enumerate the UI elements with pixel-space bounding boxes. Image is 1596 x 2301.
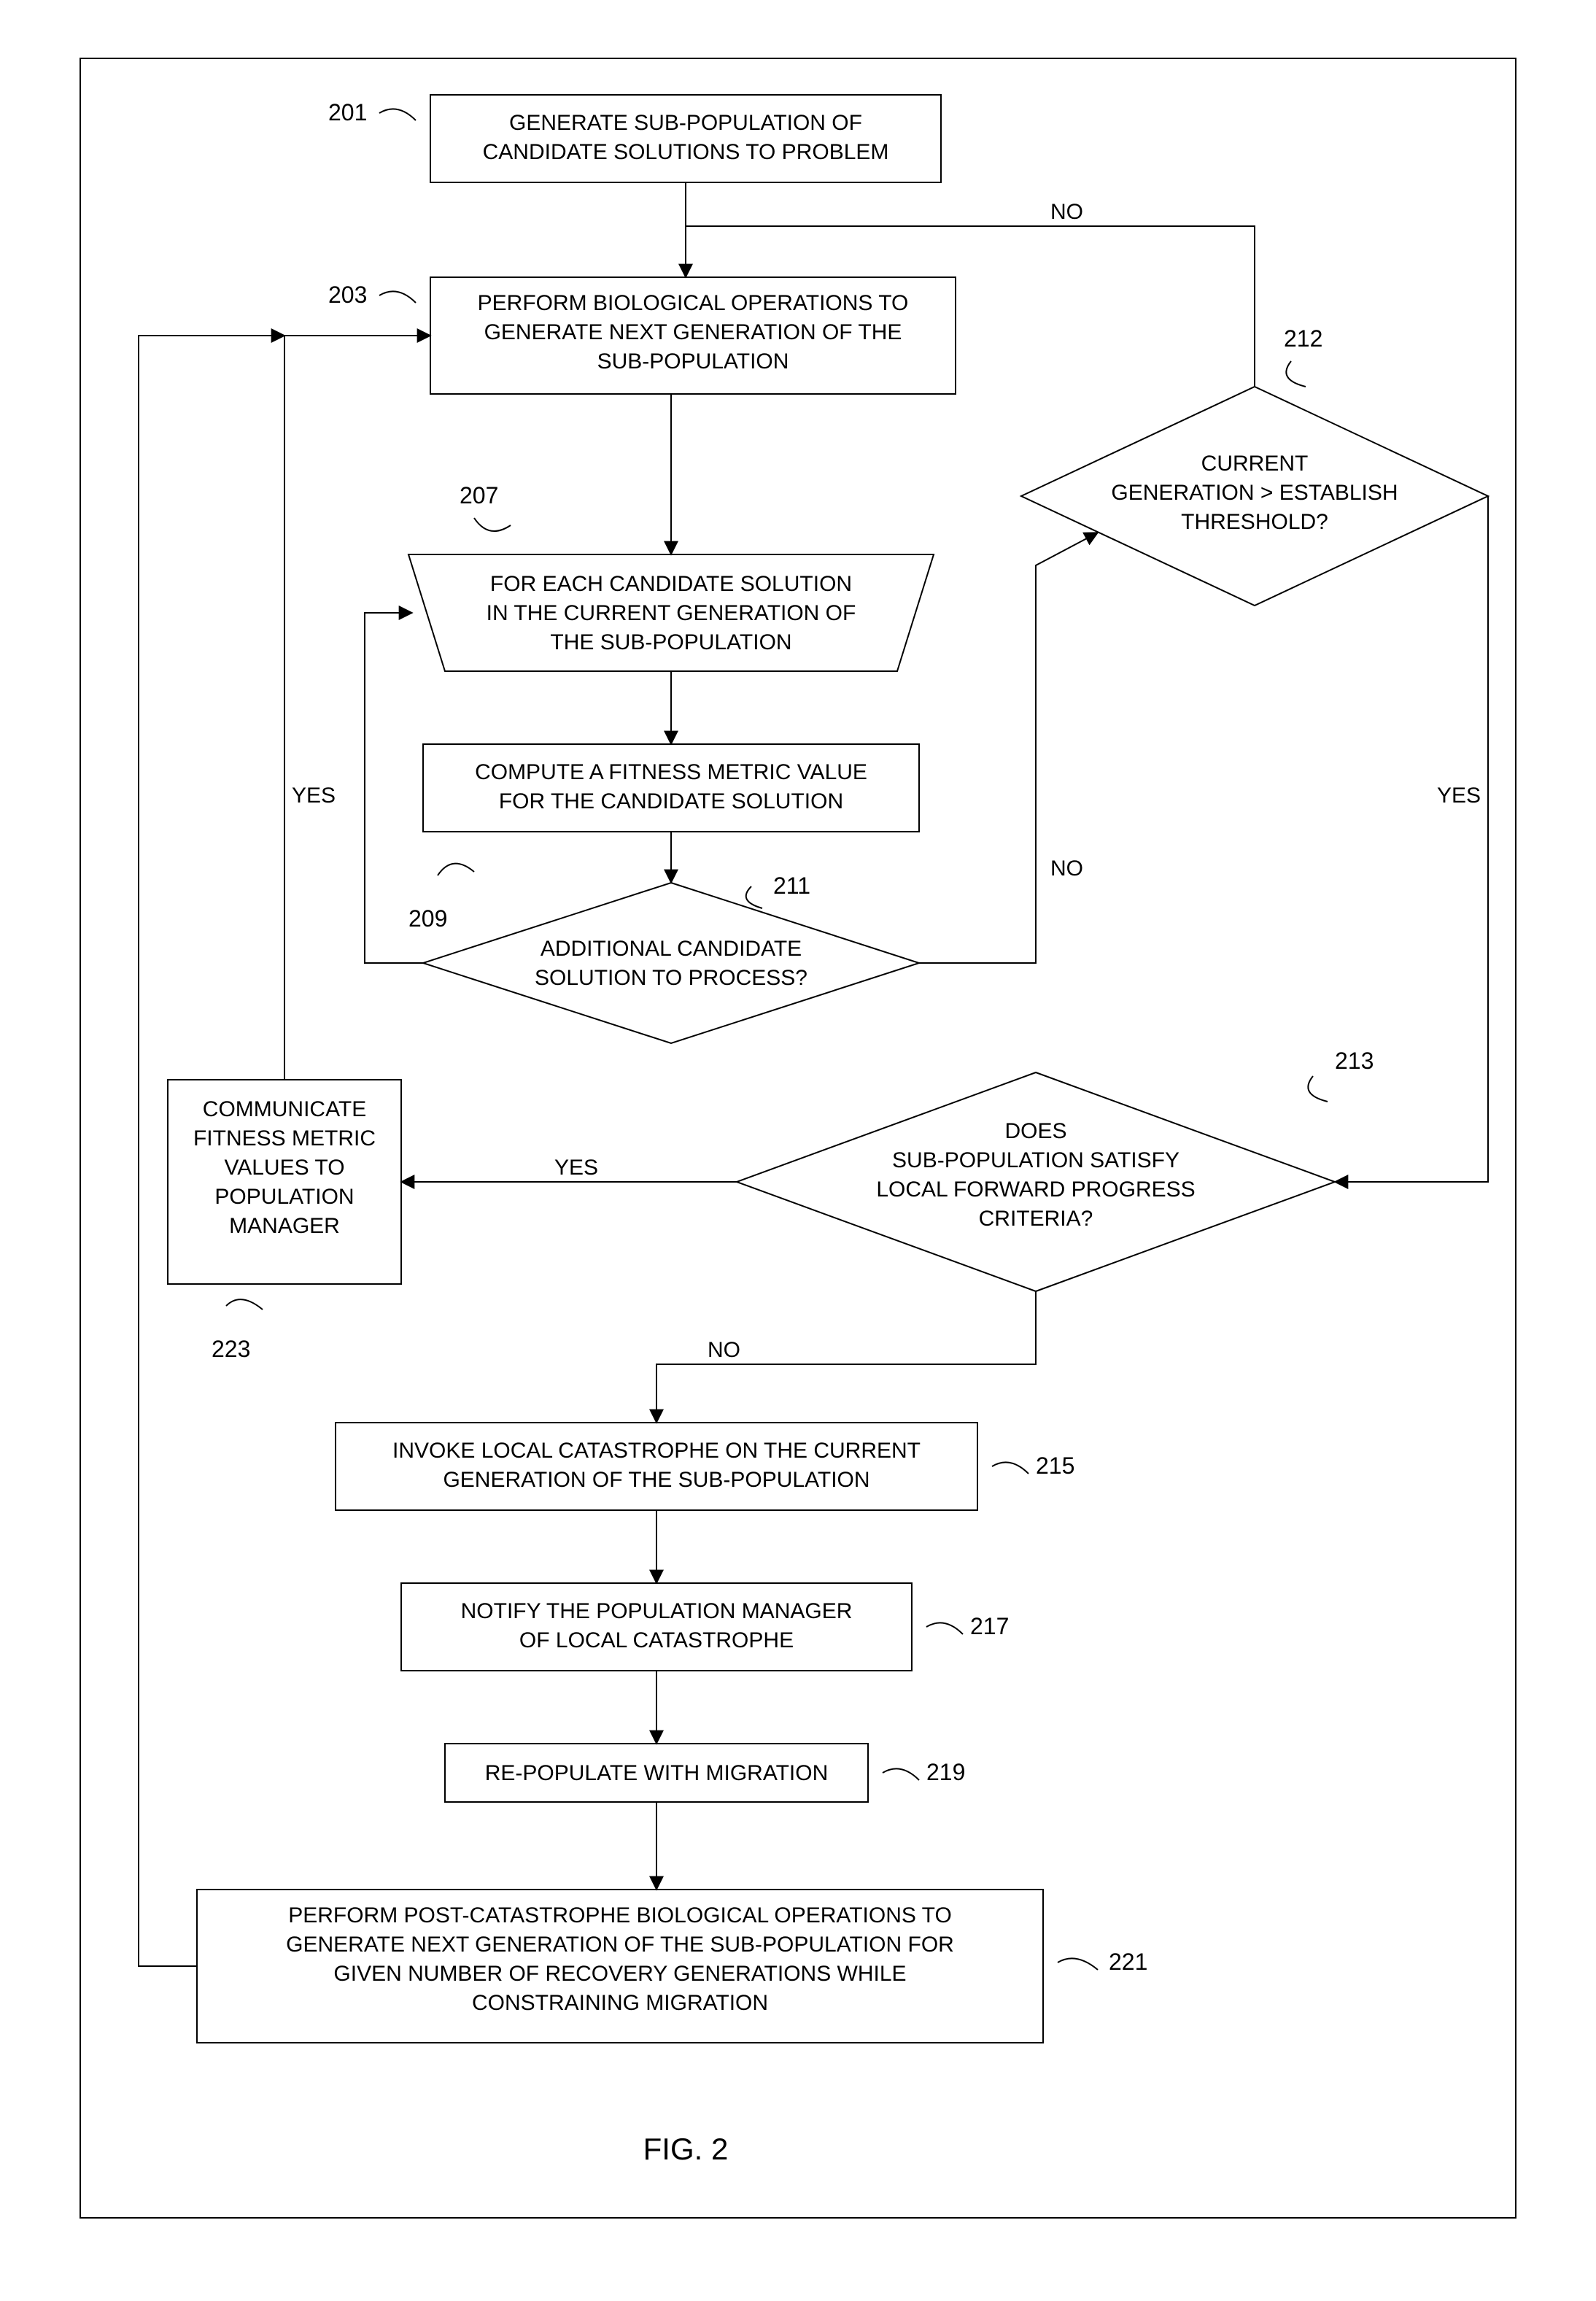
svg-text:CONSTRAINING MIGRATION: CONSTRAINING MIGRATION xyxy=(472,1991,768,2015)
ref-212: 212 xyxy=(1284,325,1322,352)
svg-text:CRITERIA?: CRITERIA? xyxy=(979,1207,1093,1231)
node-201: GENERATE SUB-POPULATION OF CANDIDATE SOL… xyxy=(430,95,941,182)
figure-label: FIG. 2 xyxy=(643,2132,729,2166)
label-212-no: NO xyxy=(1050,200,1083,224)
svg-text:CANDIDATE SOLUTIONS TO PROBLEM: CANDIDATE SOLUTIONS TO PROBLEM xyxy=(483,140,889,164)
svg-text:GENERATION OF THE SUB-POPULATI: GENERATION OF THE SUB-POPULATION xyxy=(443,1468,869,1492)
svg-text:THRESHOLD?: THRESHOLD? xyxy=(1181,510,1328,534)
svg-text:FITNESS METRIC: FITNESS METRIC xyxy=(193,1126,376,1150)
ref-215: 215 xyxy=(1036,1453,1074,1479)
ref-209: 209 xyxy=(408,905,447,932)
svg-text:COMMUNICATE: COMMUNICATE xyxy=(203,1097,366,1121)
svg-text:VALUES TO: VALUES TO xyxy=(224,1156,344,1180)
svg-text:LOCAL FORWARD PROGRESS: LOCAL FORWARD PROGRESS xyxy=(876,1177,1195,1202)
svg-text:OF LOCAL CATASTROPHE: OF LOCAL CATASTROPHE xyxy=(519,1628,794,1652)
node-217: NOTIFY THE POPULATION MANAGER OF LOCAL C… xyxy=(401,1583,912,1671)
ref-201: 201 xyxy=(328,99,367,125)
svg-text:DOES: DOES xyxy=(1004,1119,1066,1143)
svg-text:THE SUB-POPULATION: THE SUB-POPULATION xyxy=(550,630,791,654)
ref-207: 207 xyxy=(460,482,498,508)
node-219: RE-POPULATE WITH MIGRATION xyxy=(445,1744,868,1802)
svg-text:SUB-POPULATION: SUB-POPULATION xyxy=(597,349,789,374)
svg-text:NOTIFY THE POPULATION MANAGER: NOTIFY THE POPULATION MANAGER xyxy=(461,1599,853,1623)
label-213-no: NO xyxy=(708,1338,740,1362)
ref-203: 203 xyxy=(328,282,367,308)
svg-text:GENERATE NEXT GENERATION OF TH: GENERATE NEXT GENERATION OF THE SUB-POPU… xyxy=(286,1933,954,1957)
svg-text:POPULATION: POPULATION xyxy=(214,1185,354,1209)
ref-211: 211 xyxy=(773,873,810,899)
node-223: COMMUNICATE FITNESS METRIC VALUES TO POP… xyxy=(168,1080,401,1284)
svg-text:SUB-POPULATION SATISFY: SUB-POPULATION SATISFY xyxy=(892,1148,1179,1172)
svg-text:COMPUTE A FITNESS METRIC VALUE: COMPUTE A FITNESS METRIC VALUE xyxy=(475,760,867,784)
svg-text:GENERATE SUB-POPULATION OF: GENERATE SUB-POPULATION OF xyxy=(509,111,862,135)
ref-213: 213 xyxy=(1335,1048,1374,1074)
ref-217: 217 xyxy=(970,1613,1009,1639)
svg-text:MANAGER: MANAGER xyxy=(229,1214,340,1238)
node-207: FOR EACH CANDIDATE SOLUTION IN THE CURRE… xyxy=(408,554,934,671)
label-212-yes: YES xyxy=(1437,784,1481,808)
svg-text:SOLUTION TO PROCESS?: SOLUTION TO PROCESS? xyxy=(535,966,807,990)
label-211-yes: YES xyxy=(292,784,336,808)
svg-text:INVOKE LOCAL CATASTROPHE ON TH: INVOKE LOCAL CATASTROPHE ON THE CURRENT xyxy=(392,1439,921,1463)
node-221: PERFORM POST-CATASTROPHE BIOLOGICAL OPER… xyxy=(197,1890,1043,2043)
node-203: PERFORM BIOLOGICAL OPERATIONS TO GENERAT… xyxy=(430,277,956,394)
node-209: COMPUTE A FITNESS METRIC VALUE FOR THE C… xyxy=(423,744,919,832)
ref-223: 223 xyxy=(212,1336,250,1362)
ref-221: 221 xyxy=(1109,1949,1147,1975)
svg-text:FOR EACH CANDIDATE SOLUTION: FOR EACH CANDIDATE SOLUTION xyxy=(490,572,852,596)
svg-text:GENERATE NEXT GENERATION OF TH: GENERATE NEXT GENERATION OF THE xyxy=(484,320,902,344)
ref-219: 219 xyxy=(926,1759,965,1785)
svg-text:ADDITIONAL CANDIDATE: ADDITIONAL CANDIDATE xyxy=(541,937,802,961)
svg-text:CURRENT: CURRENT xyxy=(1201,452,1309,476)
svg-text:PERFORM POST-CATASTROPHE BIOLO: PERFORM POST-CATASTROPHE BIOLOGICAL OPER… xyxy=(288,1903,952,1927)
svg-text:RE-POPULATE WITH MIGRATION: RE-POPULATE WITH MIGRATION xyxy=(485,1761,829,1785)
label-213-yes: YES xyxy=(554,1156,598,1180)
svg-text:GIVEN NUMBER OF RECOVERY GENER: GIVEN NUMBER OF RECOVERY GENERATIONS WHI… xyxy=(333,1962,906,1986)
svg-text:IN THE CURRENT GENERATION OF: IN THE CURRENT GENERATION OF xyxy=(487,601,856,625)
node-215: INVOKE LOCAL CATASTROPHE ON THE CURRENT … xyxy=(336,1423,977,1510)
svg-text:FOR THE CANDIDATE SOLUTION: FOR THE CANDIDATE SOLUTION xyxy=(499,789,843,813)
svg-text:PERFORM BIOLOGICAL OPERATIONS: PERFORM BIOLOGICAL OPERATIONS TO xyxy=(478,291,909,315)
svg-text:GENERATION > ESTABLISH: GENERATION > ESTABLISH xyxy=(1111,481,1398,505)
label-211-no: NO xyxy=(1050,856,1083,881)
